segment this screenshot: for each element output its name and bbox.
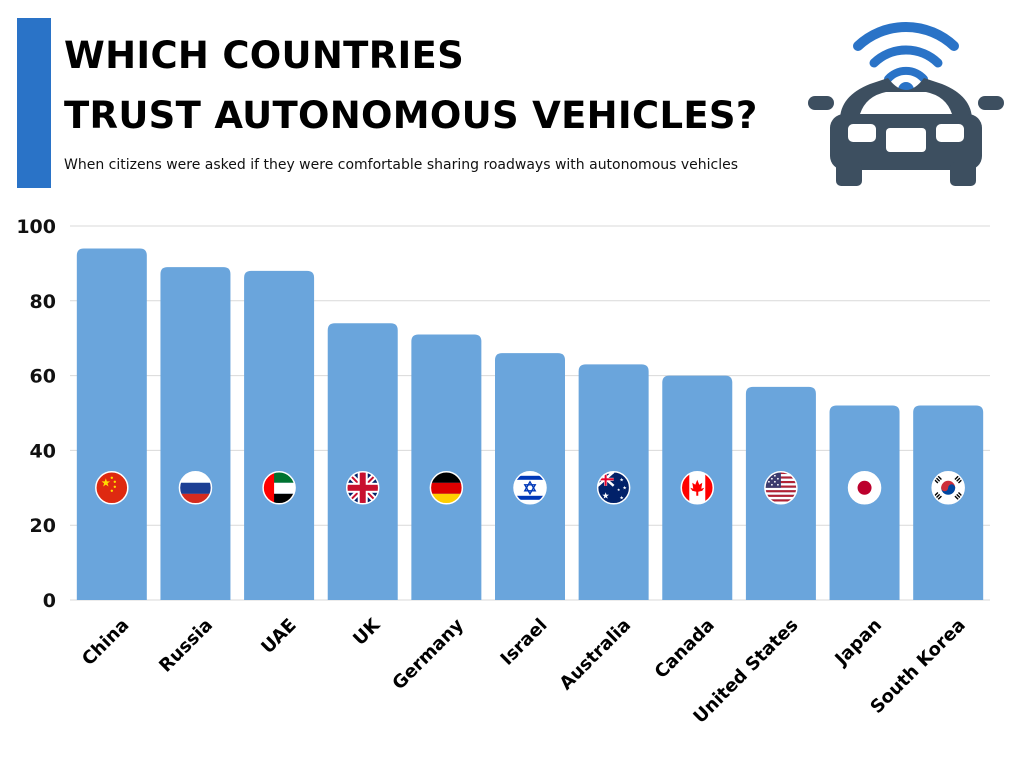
x-tick-label: Japan <box>830 615 886 671</box>
bars <box>76 248 984 600</box>
russia-flag-icon <box>179 471 212 504</box>
x-tick-label: Germany <box>388 614 468 694</box>
united-states-flag-icon <box>764 471 797 504</box>
flag-icons <box>95 471 965 505</box>
y-tick-label: 20 <box>30 515 56 537</box>
title-line-2: TRUST AUTONOMOUS VEHICLES? <box>64 94 758 137</box>
accent-bar <box>17 18 51 188</box>
x-axis: China Russia UAE UK Germany Israel Australia Ca… <box>78 614 970 728</box>
bar-uae <box>244 270 315 600</box>
x-tick-label: Canada <box>651 615 719 683</box>
japan-flag-icon <box>848 471 881 504</box>
bar-russia <box>160 267 231 600</box>
title-line-1: WHICH COUNTRIES <box>64 34 465 77</box>
bar-china <box>76 248 147 600</box>
bar-uk <box>327 323 398 600</box>
israel-flag-icon <box>514 471 546 504</box>
y-tick-label: 60 <box>30 366 56 388</box>
uk-flag-icon <box>346 471 379 504</box>
x-tick-label: Australia <box>556 615 636 695</box>
chart-title: WHICH COUNTRIES TRUST AUTONOMOUS VEHICLE… <box>64 26 758 146</box>
x-tick-label: Russia <box>155 615 217 677</box>
y-axis: 0 20 40 60 80 100 <box>16 216 56 612</box>
y-tick-label: 0 <box>43 590 56 612</box>
x-tick-label: China <box>78 615 133 670</box>
y-tick-label: 40 <box>30 440 56 462</box>
canada-flag-icon <box>681 471 714 504</box>
germany-flag-icon <box>430 471 463 504</box>
autonomous-car-icon <box>808 21 1004 186</box>
chart-subtitle: When citizens were asked if they were co… <box>64 157 739 173</box>
y-tick-label: 80 <box>30 291 56 313</box>
x-tick-label: Israel <box>497 615 552 670</box>
china-flag-icon <box>95 471 128 504</box>
x-tick-label: UK <box>349 614 385 650</box>
y-tick-label: 100 <box>16 216 56 238</box>
x-tick-label: UAE <box>257 615 300 658</box>
bar-germany <box>411 334 482 600</box>
uae-flag-icon <box>263 471 296 504</box>
